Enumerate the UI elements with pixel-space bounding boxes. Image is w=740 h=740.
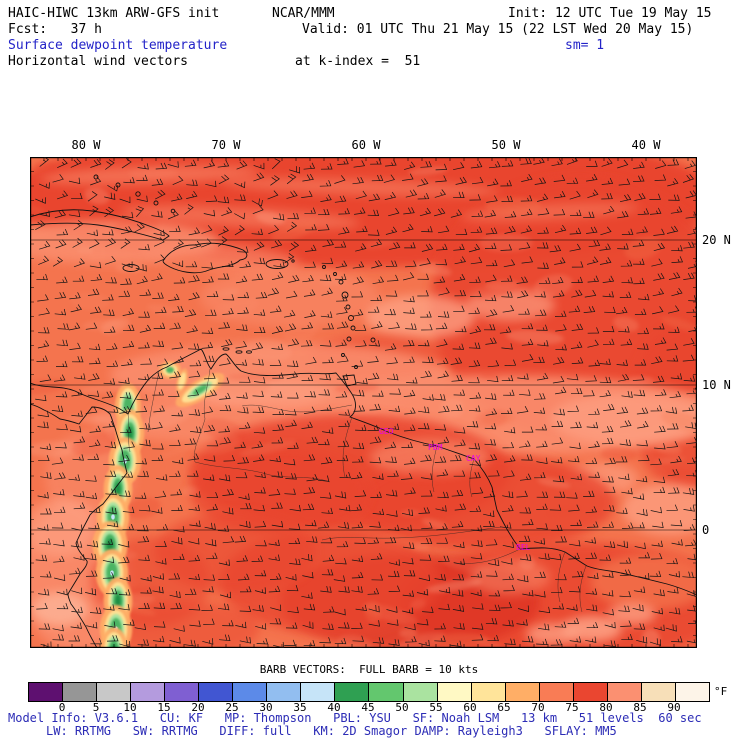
colorbar-cell	[572, 683, 607, 701]
lat-tick-label: 0	[702, 523, 710, 537]
colorbar-cell	[96, 683, 131, 701]
colorbar-unit: °F	[714, 685, 728, 698]
colorbar-cell	[436, 683, 471, 701]
vector-field-title: Horizontal wind vectors	[8, 54, 189, 69]
lon-tick-label: 60 W	[351, 138, 381, 152]
colorbar-tick-label: 0	[58, 701, 66, 714]
lon-tick-label: 70 W	[211, 138, 241, 152]
lon-tick-label: 40 W	[631, 138, 661, 152]
init-time: Init: 12 UTC Tue 19 May 15	[508, 6, 712, 21]
level-label: at k-index = 51	[295, 54, 421, 69]
colorbar-tick-label: 40	[327, 701, 341, 714]
colorbar-cell	[504, 683, 539, 701]
model-config-line1: Model Info: V3.6.1 CU: KF MP: Thompson P…	[8, 711, 702, 725]
colorbar-cell	[266, 683, 301, 701]
colorbar-cell	[232, 683, 267, 701]
colorbar-cell	[640, 683, 675, 701]
barb-legend: BARB VECTORS: FULL BARB = 10 kts	[259, 663, 479, 676]
colorbar-tick-label: 50	[395, 701, 409, 714]
colorbar-tick-label: 60	[463, 701, 477, 714]
lon-tick-label: 80 W	[71, 138, 101, 152]
model-title: HAIC-HIWC 13km ARW-GFS init	[8, 6, 220, 21]
colorbar-tick-label: 20	[191, 701, 205, 714]
forecast-hour: Fcst: 37 h	[8, 22, 102, 37]
colorbar-tick-label: 45	[361, 701, 375, 714]
graticule-layer	[30, 157, 697, 648]
colorbar-cell	[130, 683, 165, 701]
colorbar-cell	[62, 683, 97, 701]
colorbar-tick-label: 10	[123, 701, 137, 714]
svg-text:GEO: GEO	[379, 427, 394, 436]
colorbar-tick-label: 70	[531, 701, 545, 714]
colorbar-tick-label: 55	[429, 701, 443, 714]
colorbar-tick-label: 5	[92, 701, 100, 714]
colorbar-cell	[164, 683, 199, 701]
colorbar-tick-label: 15	[157, 701, 171, 714]
lat-tick-label: 10 N	[702, 378, 731, 392]
colorbar-tick-label: 30	[259, 701, 273, 714]
lon-tick-label: 50 W	[491, 138, 521, 152]
colorbar-cell	[368, 683, 403, 701]
colorbar-tick-label: 85	[633, 701, 647, 714]
valid-time: Valid: 01 UTC Thu 21 May 15 (22 LST Wed …	[302, 22, 694, 37]
colorbar-cell	[538, 683, 573, 701]
colorbar-tick-label: 75	[565, 701, 579, 714]
smoothing-label: sm= 1	[565, 38, 605, 53]
colorbar-cell	[198, 683, 233, 701]
colorbar-cell	[402, 683, 437, 701]
colorbar	[28, 682, 710, 702]
wind-barbs-layer	[35, 157, 697, 648]
map-canvas: GEO PBM CAY BEL	[30, 157, 697, 648]
station-labels-layer: GEO PBM CAY BEL	[379, 427, 531, 552]
colorbar-cell	[334, 683, 369, 701]
lat-tick-label: 20 N	[702, 233, 731, 247]
field-title: Surface dewpoint temperature	[8, 38, 228, 53]
colorbar-cell	[674, 683, 709, 701]
coastline-layer	[30, 174, 697, 648]
colorbar-tick-label: 65	[497, 701, 511, 714]
svg-text:BEL: BEL	[516, 543, 531, 552]
center-name: NCAR/MMM	[272, 6, 335, 21]
colorbar-tick-label: 35	[293, 701, 307, 714]
model-config-line2: LW: RRTMG SW: RRTMG DIFF: full KM: 2D Sm…	[46, 724, 617, 738]
colorbar-tick-label: 80	[599, 701, 613, 714]
colorbar-tick-label: 90	[667, 701, 681, 714]
colorbar-cell	[29, 683, 63, 701]
colorbar-cell	[470, 683, 505, 701]
svg-text:CAY: CAY	[466, 454, 481, 463]
colorbar-cell	[606, 683, 641, 701]
svg-text:PBM: PBM	[428, 443, 443, 452]
colorbar-cell	[300, 683, 335, 701]
colorbar-tick-label: 25	[225, 701, 239, 714]
